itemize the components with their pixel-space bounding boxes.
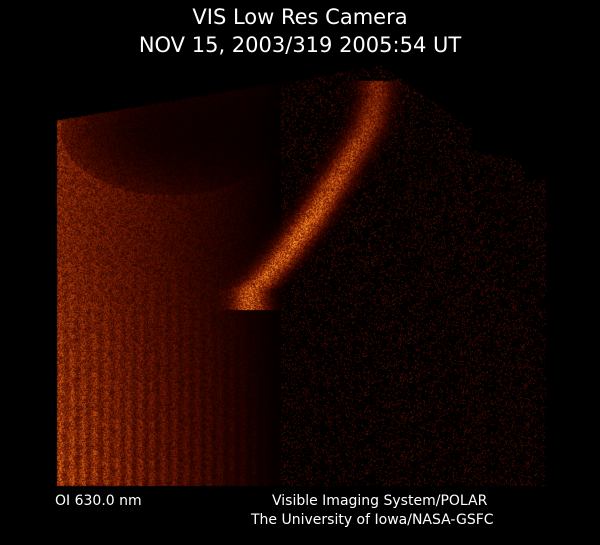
image-title: VIS Low Res Camera: [192, 5, 408, 29]
image-timestamp: NOV 15, 2003/319 2005:54 UT: [138, 33, 462, 57]
filter-wavelength: OI 630.0 nm: [55, 493, 142, 509]
credit-line-2: The University of Iowa/NASA-GSFC: [251, 512, 494, 528]
credit-line-1: Visible Imaging System/POLAR: [272, 493, 488, 509]
